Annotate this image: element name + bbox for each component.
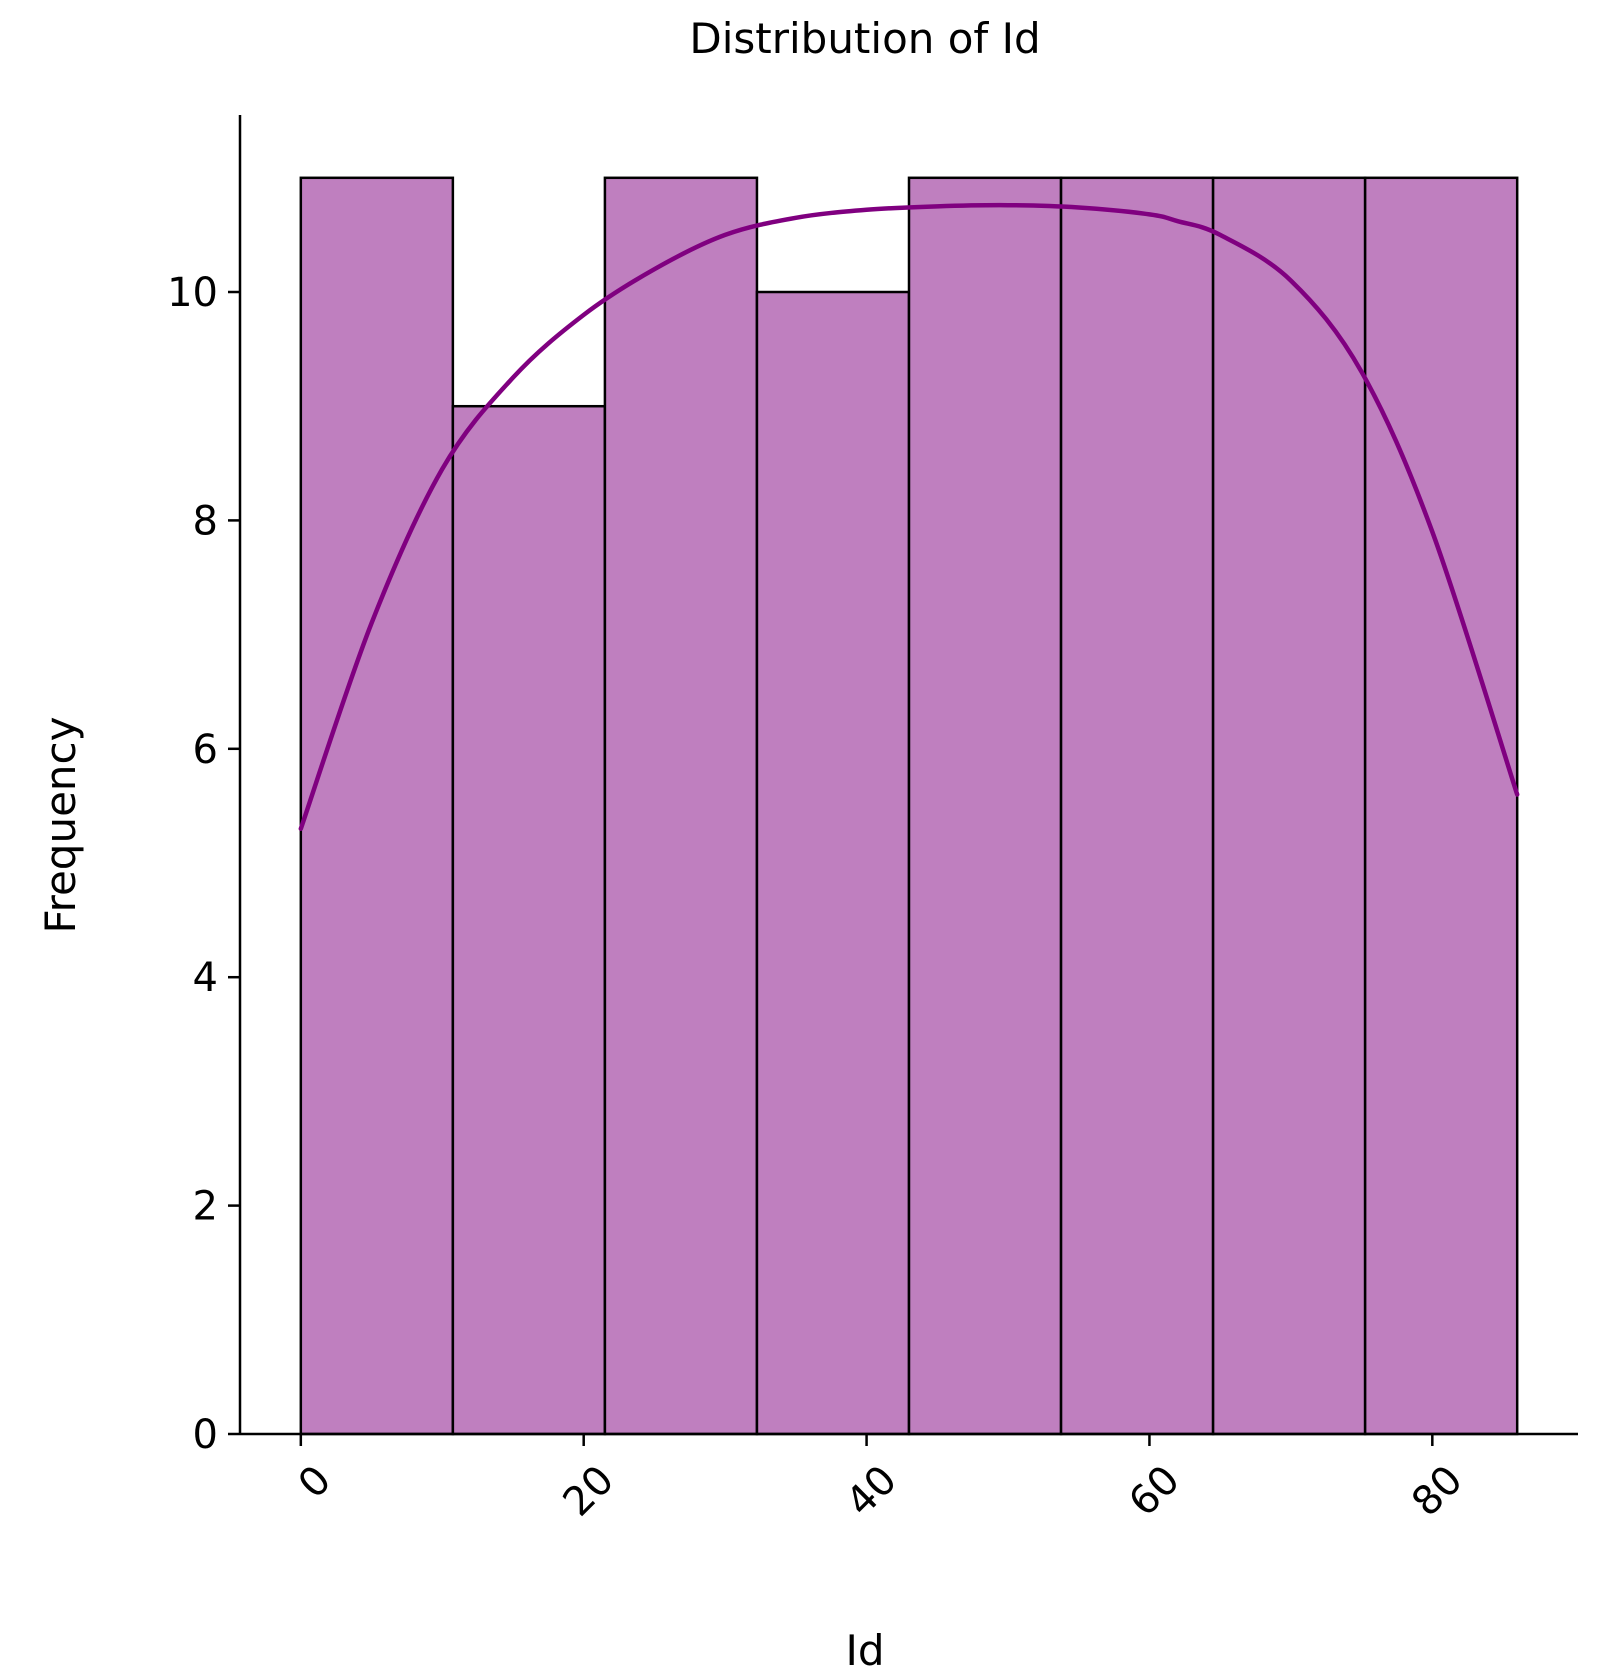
histogram-bar — [1211, 176, 1367, 1436]
y-tick-label: 4 — [193, 955, 218, 1001]
kde-curve — [298, 202, 1520, 831]
y-tick-label: 0 — [193, 1412, 218, 1458]
y-tick-label: 2 — [193, 1184, 218, 1230]
y-tick-label: 8 — [193, 498, 218, 544]
histogram-bar — [907, 176, 1063, 1436]
x-tick-label: 60 — [1120, 1457, 1189, 1526]
x-tick-label: 40 — [837, 1457, 906, 1526]
histogram-bar — [755, 290, 911, 1436]
y-tick-label: 6 — [193, 727, 218, 773]
x-axis-title: Id — [845, 1626, 884, 1670]
y-tick-label: 10 — [167, 270, 218, 316]
x-tick-label: 0 — [290, 1457, 341, 1508]
x-tick-label: 20 — [555, 1457, 624, 1526]
histogram-bar — [1059, 176, 1215, 1436]
histogram-bar — [603, 176, 759, 1436]
x-tick-label: 80 — [1403, 1457, 1472, 1526]
y-axis-title: Frequency — [36, 717, 85, 934]
histogram-bar — [299, 176, 455, 1436]
chart-title: Distribution of Id — [689, 14, 1040, 63]
histogram-bar — [451, 404, 607, 1436]
bars-layer — [299, 176, 1519, 1436]
histogram-bar — [1363, 176, 1519, 1436]
